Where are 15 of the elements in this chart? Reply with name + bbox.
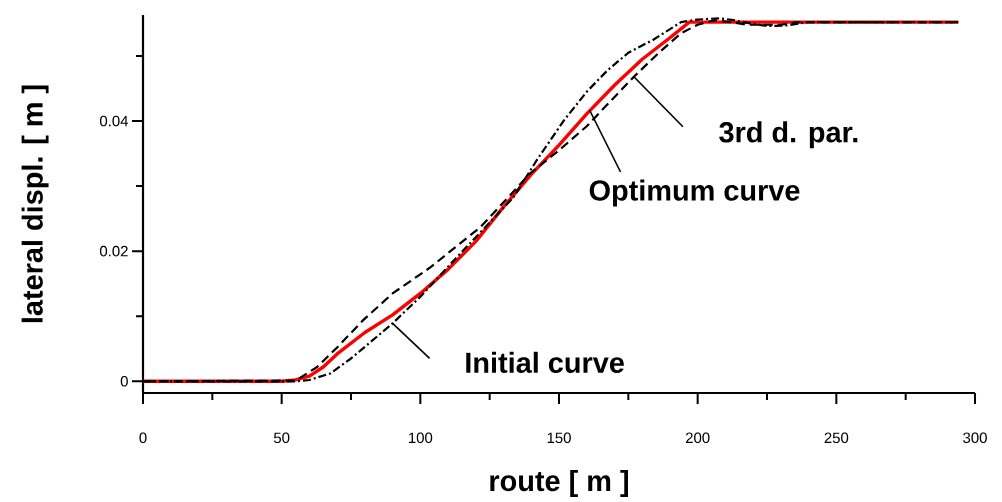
x-tick-label: 50 xyxy=(273,432,290,444)
y-axis-title: lateral displ. [ m ] xyxy=(21,85,49,323)
x-tick-label: 150 xyxy=(547,432,571,444)
x-tick-label: 100 xyxy=(409,432,433,444)
y-tick-label: 0.04 xyxy=(99,115,129,127)
x-axis-title: route [ m ] xyxy=(490,469,628,497)
y-tick-label: 0.02 xyxy=(99,245,128,257)
x-tick-label: 200 xyxy=(685,432,710,444)
x-tick-label: 250 xyxy=(824,432,849,444)
annotation: 3rd d. par. xyxy=(719,121,858,149)
annotation: Initial curve xyxy=(466,351,624,373)
y-tick-label: 0 xyxy=(120,376,128,387)
x-tick-label: 300 xyxy=(963,432,987,444)
annotation: Optimum curve xyxy=(589,179,800,207)
x-tick-label: 0 xyxy=(139,432,147,444)
